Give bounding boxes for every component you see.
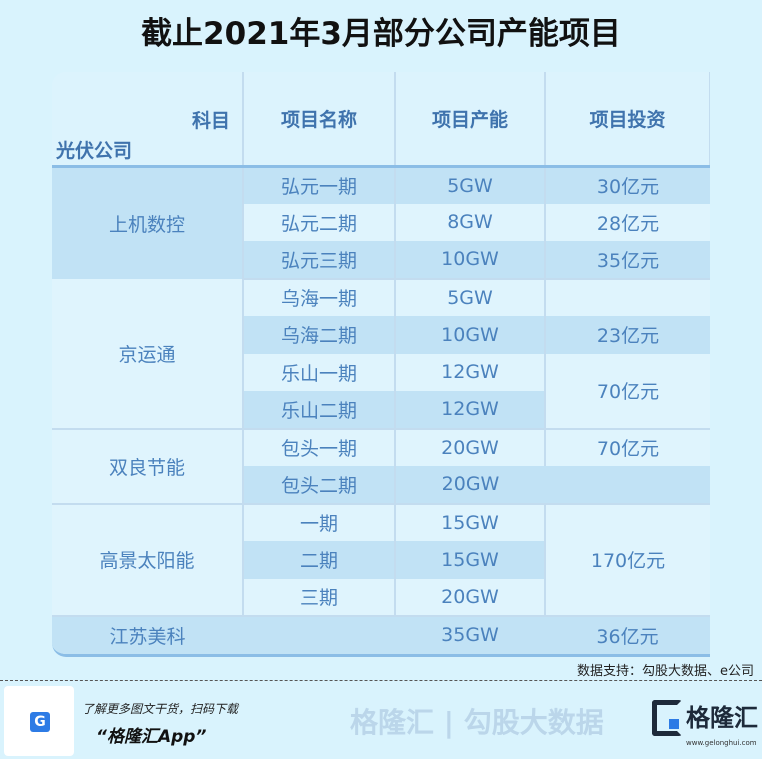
- investment-cell: 28亿元: [544, 203, 710, 241]
- project-cell: 包头二期: [242, 466, 395, 505]
- investment-cell: 70亿元: [544, 353, 710, 430]
- capacity-cell: 20GW: [394, 428, 545, 466]
- capacity-cell: 20GW: [394, 466, 545, 505]
- header-project-name: 项目名称: [243, 72, 396, 168]
- qr-code: G: [4, 686, 74, 756]
- capacity-cell: 5GW: [394, 166, 545, 204]
- investment-cell: 23亿元: [544, 316, 710, 354]
- capacity-cell: 15GW: [394, 541, 545, 579]
- capacity-cell: 10GW: [394, 241, 545, 280]
- investment-cell: 35亿元: [544, 241, 710, 280]
- table-row: 乐山一期 12GW 70亿元: [52, 353, 710, 430]
- footer-app-name: “格隆汇App”: [96, 727, 207, 747]
- table-row: 弘元三期 10GW 35亿元: [52, 241, 710, 280]
- investment-cell: 70亿元: [544, 428, 710, 466]
- project-cell: 乐山二期: [242, 391, 395, 430]
- investment-cell: [544, 278, 710, 316]
- logo-g-icon: [652, 700, 682, 736]
- table-row: 江苏美科 35GW 36亿元: [52, 616, 710, 654]
- divider: [0, 680, 762, 681]
- project-cell: 弘元二期: [242, 203, 395, 241]
- project-cell: [243, 616, 395, 654]
- company-cell: 高景太阳能: [52, 503, 243, 617]
- investment-cell: 30亿元: [544, 166, 710, 204]
- investment-cell: [545, 466, 710, 505]
- gelonghui-logo-icon: G: [30, 712, 50, 732]
- capacity-cell: 12GW: [394, 391, 545, 430]
- project-cell: 弘元三期: [242, 241, 395, 280]
- project-cell: 乌海二期: [242, 316, 395, 354]
- project-cell: 乐山一期: [242, 353, 395, 391]
- table-row: 包头二期 20GW: [52, 466, 710, 505]
- project-cell: 二期: [242, 541, 395, 579]
- table-row: 京运通 乌海一期 5GW: [52, 278, 710, 430]
- footer-tagline: 了解更多图文干货，扫码下载: [82, 702, 239, 716]
- capacity-cell: 12GW: [394, 353, 545, 391]
- header-capacity: 项目产能: [395, 72, 546, 168]
- project-cell: 乌海一期: [242, 278, 395, 316]
- project-cell: 一期: [242, 503, 395, 541]
- table-row: 双良节能 包头一期 20GW 70亿元: [52, 428, 710, 505]
- header-investment: 项目投资: [545, 72, 710, 168]
- brand-logo: 格隆汇 www.gelonghui.com: [652, 700, 758, 747]
- table-row: 二期 15GW: [52, 541, 710, 579]
- company-cell: 京运通: [52, 278, 243, 430]
- project-cell: 包头一期: [242, 428, 395, 466]
- page-title: 截止2021年3月部分公司产能项目: [141, 16, 621, 52]
- project-cell: 三期: [242, 578, 395, 617]
- table-row: 弘元二期 8GW 28亿元: [52, 203, 710, 241]
- capacity-cell: 35GW: [395, 616, 545, 654]
- capacity-cell: 5GW: [394, 278, 545, 316]
- data-source: 数据支持：勾股大数据、e公司: [577, 664, 754, 679]
- project-cell: 弘元一期: [242, 166, 395, 204]
- table-header: 科目 光伏公司 项目名称 项目产能 项目投资: [52, 72, 710, 168]
- capacity-cell: 8GW: [394, 203, 545, 241]
- company-cell: 江苏美科: [52, 616, 243, 654]
- table-row: 上机数控 弘元一期 5GW 30亿元: [52, 166, 710, 279]
- corner-header: 科目 光伏公司: [52, 72, 244, 168]
- capacity-table: 科目 光伏公司 项目名称 项目产能 项目投资 上机数控 弘元一期 5GW 30亿元 弘元…: [52, 72, 710, 657]
- capacity-cell: 15GW: [394, 503, 545, 541]
- capacity-cell: 10GW: [394, 316, 545, 354]
- watermark: 格隆汇 | 勾股大数据: [350, 706, 604, 739]
- capacity-cell: 20GW: [394, 578, 545, 617]
- table-row: 乐山二期 12GW: [52, 391, 710, 430]
- company-cell: 上机数控: [52, 166, 243, 279]
- table-row: 乌海二期 10GW 23亿元: [52, 316, 710, 354]
- company-cell: 双良节能: [52, 428, 243, 505]
- investment-cell: 170亿元: [544, 503, 710, 617]
- table-row: 三期 20GW: [52, 578, 710, 617]
- investment-cell: 36亿元: [545, 616, 710, 654]
- table-row: 高景太阳能 一期 15GW 170亿元: [52, 503, 710, 617]
